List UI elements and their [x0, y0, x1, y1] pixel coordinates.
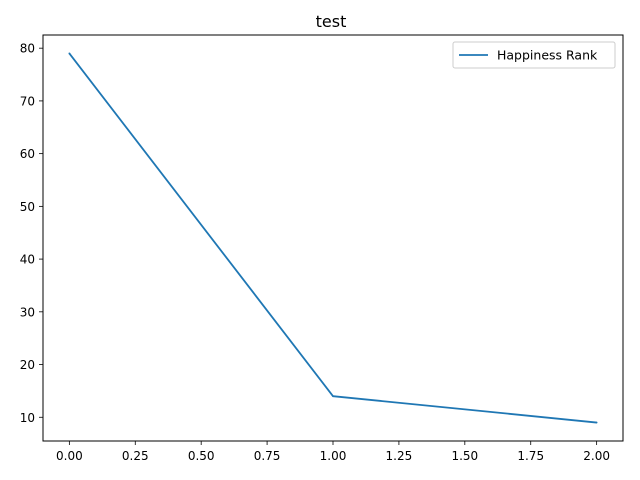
data-point	[68, 52, 71, 55]
data-point	[595, 421, 598, 424]
x-tick-label: 0.25	[122, 449, 149, 463]
x-tick-label: 1.75	[517, 449, 544, 463]
y-tick-label: 70	[20, 94, 35, 108]
y-tick-label: 50	[20, 200, 35, 214]
axes-frame	[42, 34, 624, 442]
plot-area: 0.00 0.25 0.50 0.75 1.00 1.25 1.50 1.75 2.00 10 20…	[20, 42, 610, 463]
legend-label-happiness-rank: Happiness Rank	[497, 48, 598, 63]
x-tick-label: 0.75	[254, 449, 281, 463]
y-tick-label: 80	[20, 42, 35, 56]
y-tick-label: 30	[20, 305, 35, 319]
y-tick-label: 40	[20, 253, 35, 267]
chart-title: test	[316, 12, 347, 31]
x-tick-label: 1.50	[451, 449, 478, 463]
x-tick-label: 0.00	[56, 449, 83, 463]
data-point	[332, 395, 334, 398]
legend-box	[452, 41, 616, 69]
x-tick-label: 1.00	[320, 449, 347, 463]
legend: Happiness Rank	[452, 41, 616, 69]
x-tick-label: 1.25	[386, 449, 413, 463]
y-tick-label: 60	[20, 147, 35, 161]
x-tick-label: 0.50	[188, 449, 215, 463]
x-tick-label: 2.00	[583, 449, 610, 463]
y-tick-label: 10	[20, 411, 35, 425]
y-tick-label: 20	[20, 358, 35, 372]
